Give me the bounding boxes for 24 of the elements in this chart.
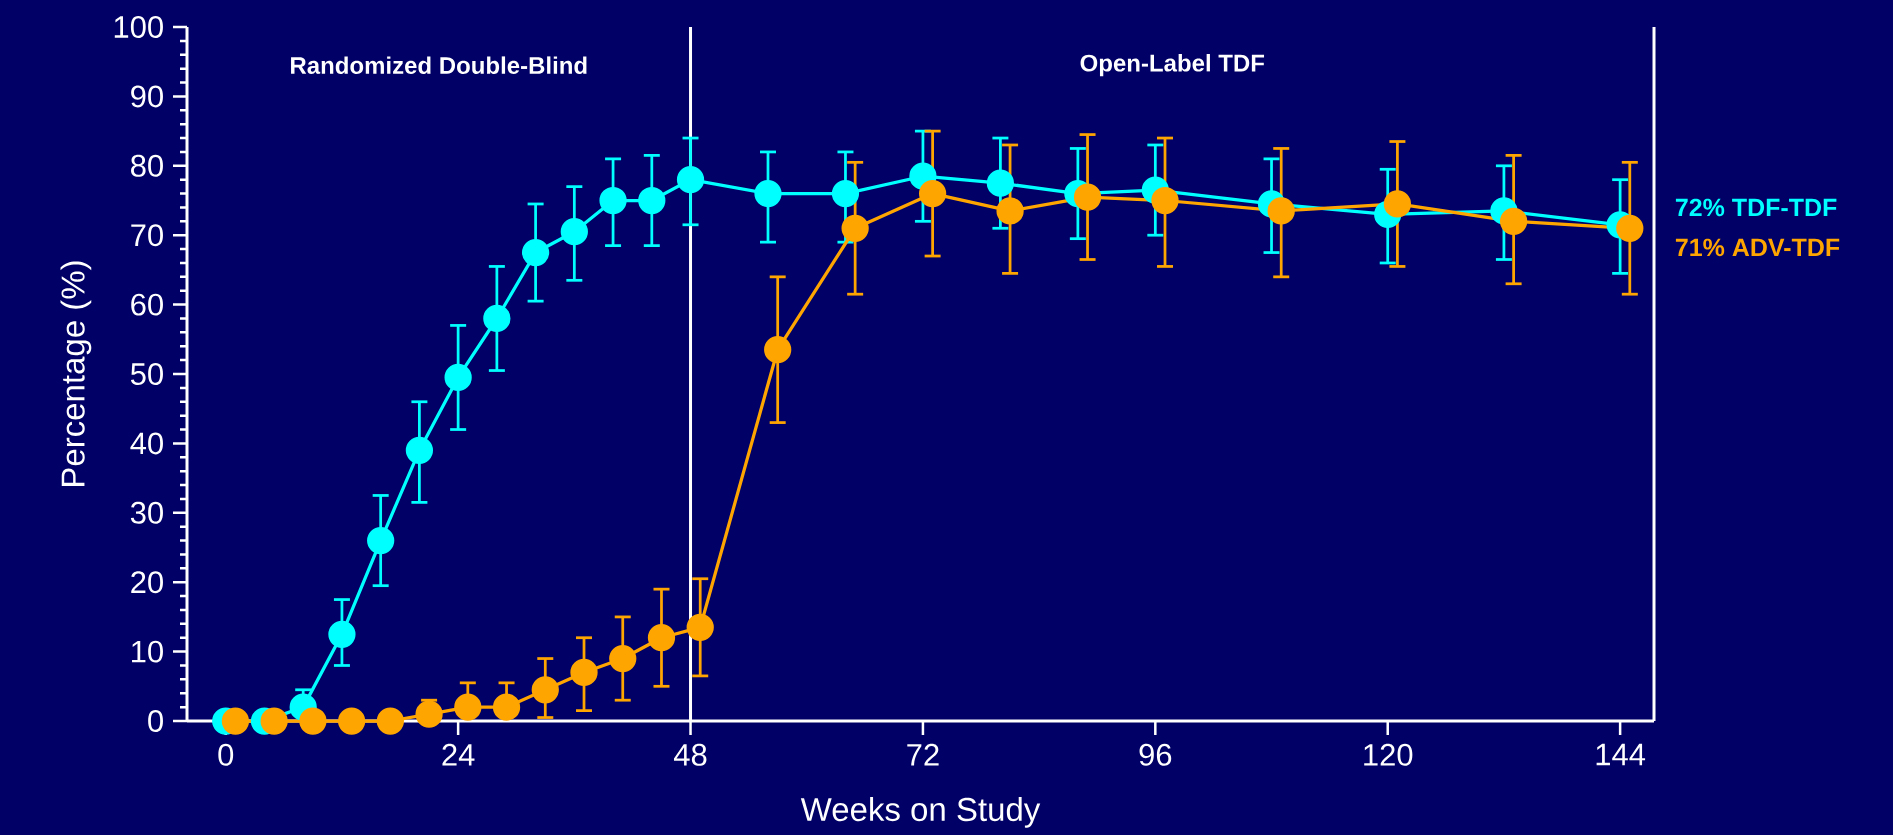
annotation: Randomized Double-Blind <box>291 56 587 74</box>
x-axis-title: Weeks on Study <box>800 796 1041 828</box>
x-tick-label: 0 <box>218 743 234 766</box>
x-tick-label: 96 <box>1139 743 1172 766</box>
y-tick-label: 100 <box>114 16 163 38</box>
y-tick-label: 90 <box>131 85 163 108</box>
series-label: 71% ADV-TDF <box>1675 238 1840 257</box>
x-tick-label: 48 <box>674 743 707 766</box>
x-tick-label: 144 <box>1596 743 1646 766</box>
y-tick-label: 50 <box>130 363 163 385</box>
x-tick-label: 120 <box>1364 743 1413 766</box>
y-tick-label: 20 <box>131 571 163 594</box>
y-tick-label: 30 <box>130 501 163 524</box>
annotation: Open-Label TDF <box>1080 54 1265 77</box>
y-tick-label: 40 <box>130 432 163 455</box>
x-tick-label: 24 <box>442 743 475 766</box>
y-tick-label: 10 <box>132 640 163 663</box>
y-tick-label: 60 <box>131 293 163 316</box>
y-tick-label: 70 <box>131 224 163 247</box>
y-tick-label: 80 <box>131 154 163 177</box>
x-tick-label: 72 <box>907 743 939 766</box>
y-tick-label: 0 <box>148 710 163 732</box>
series-label: 72% TDF-TDF <box>1675 198 1837 217</box>
y-axis-title: Percentage (%) <box>60 261 92 486</box>
